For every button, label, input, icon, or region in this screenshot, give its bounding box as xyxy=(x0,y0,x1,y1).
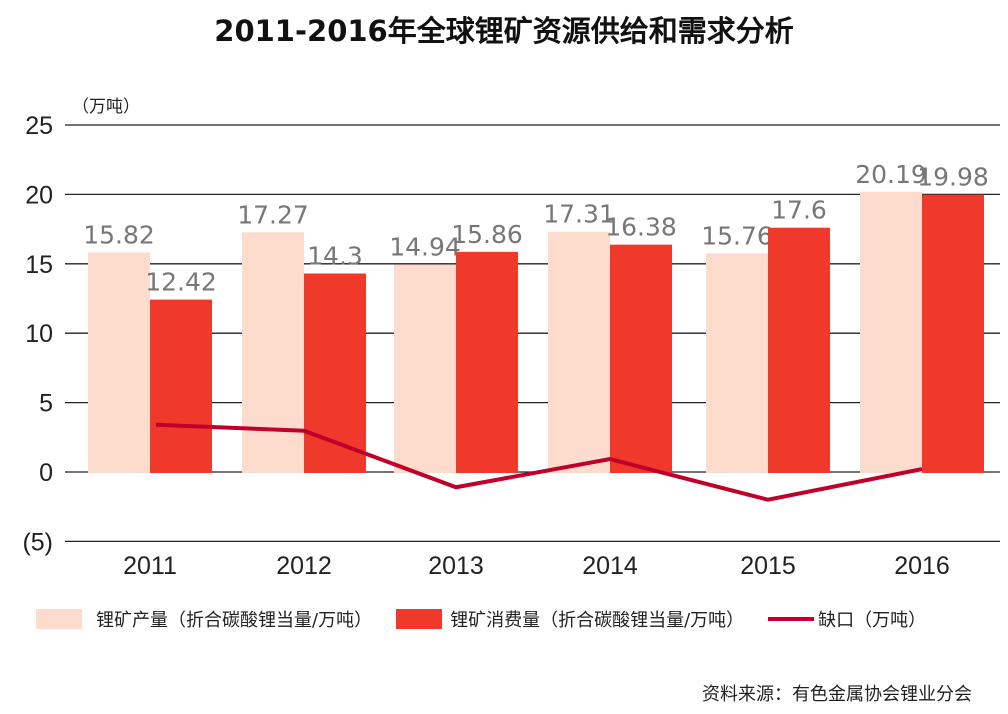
x-tick-label: 2012 xyxy=(276,552,332,580)
y-tick-label: 20 xyxy=(25,181,53,209)
y-tick-label: 10 xyxy=(25,320,53,348)
data-label: 15.86 xyxy=(451,220,523,249)
y-tick-label: 15 xyxy=(25,251,53,279)
source-note: 资料来源：有色金属协会锂业分会 xyxy=(702,684,972,705)
y-tick-label: 25 xyxy=(25,112,53,140)
bar-consumption xyxy=(768,227,830,473)
legend-item-production: 锂矿产量（折合碳酸锂当量/万吨） xyxy=(36,606,372,632)
bar-production xyxy=(242,232,304,473)
gap-line xyxy=(155,422,923,502)
data-label: 14.3 xyxy=(307,242,363,271)
bar-consumption xyxy=(304,273,366,473)
bar-production xyxy=(706,253,768,473)
legend-item-gap: 缺口（万吨） xyxy=(768,606,926,632)
bar-consumption xyxy=(456,251,518,473)
legend: 锂矿产量（折合碳酸锂当量/万吨） 锂矿消费量（折合碳酸锂当量/万吨） 缺口（万吨… xyxy=(36,606,950,632)
x-tick-label: 2015 xyxy=(740,552,796,580)
data-label: 16.38 xyxy=(605,213,677,242)
x-tick-label: 2011 xyxy=(123,552,177,580)
x-tick-label: 2014 xyxy=(582,552,638,580)
data-label: 17.31 xyxy=(543,200,615,229)
bar-consumption xyxy=(610,244,672,473)
x-tick-label: 2016 xyxy=(894,552,950,580)
data-label: 19.98 xyxy=(917,163,989,192)
data-label: 17.27 xyxy=(237,200,309,229)
legend-label-gap: 缺口（万吨） xyxy=(818,610,927,631)
data-label: 15.76 xyxy=(701,221,773,250)
bar-production xyxy=(860,191,922,473)
legend-label-consumption: 锂矿消费量（折合碳酸锂当量/万吨） xyxy=(450,610,745,631)
legend-item-consumption: 锂矿消费量（折合碳酸锂当量/万吨） xyxy=(396,606,744,632)
data-label: 17.6 xyxy=(771,196,827,225)
bar-production xyxy=(394,264,456,473)
y-axis-unit: （万吨） xyxy=(72,97,140,117)
data-label: 14.94 xyxy=(389,233,461,262)
legend-swatch-production xyxy=(36,609,82,629)
data-label: 12.42 xyxy=(145,268,217,297)
y-tick-label: (5) xyxy=(22,528,53,556)
bar-production xyxy=(88,252,150,473)
chart-title: 2011-2016年全球锂矿资源供给和需求分析 xyxy=(214,14,794,48)
y-tick-label: 0 xyxy=(39,459,53,487)
legend-swatch-consumption xyxy=(396,609,443,629)
bar-production xyxy=(548,231,610,473)
legend-label-production: 锂矿产量（折合碳酸锂当量/万吨） xyxy=(96,610,373,631)
data-label: 20.19 xyxy=(855,160,927,189)
x-tick-label: 2013 xyxy=(428,552,484,580)
data-label: 15.82 xyxy=(83,220,155,249)
y-tick-label: 5 xyxy=(39,390,53,418)
bar-consumption xyxy=(150,299,212,473)
legend-swatch-gap xyxy=(768,617,815,621)
bar-consumption xyxy=(922,194,984,473)
